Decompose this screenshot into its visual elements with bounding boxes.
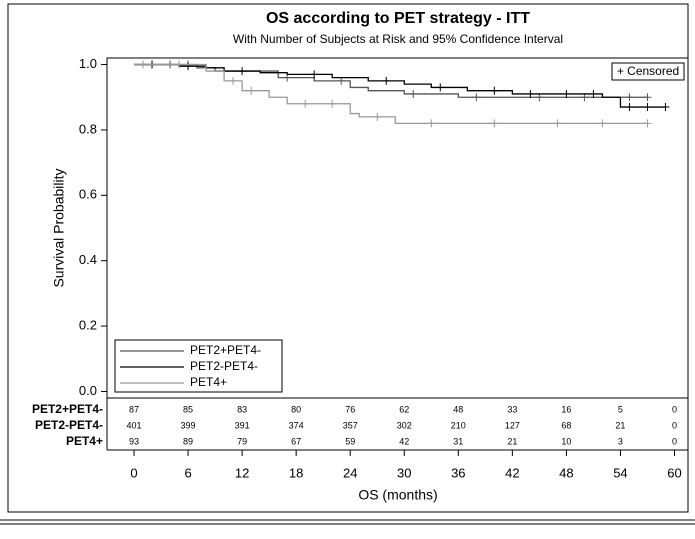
risk-count: 357 (343, 420, 358, 430)
risk-row-label: PET2+PET4- (32, 402, 103, 416)
censor-mark (490, 119, 499, 128)
risk-count: 48 (453, 404, 463, 414)
censor-mark (409, 89, 418, 98)
y-tick-label: 0.2 (79, 318, 97, 333)
censor-mark (625, 93, 634, 102)
risk-row-label: PET2-PET4- (35, 418, 103, 432)
risk-count: 0 (672, 404, 677, 414)
risk-count: 33 (507, 404, 517, 414)
y-axis-label: Survival Probability (51, 168, 67, 287)
x-tick-label: 30 (397, 465, 411, 480)
risk-count: 89 (183, 436, 193, 446)
x-tick-label: 12 (235, 465, 249, 480)
censor-mark (310, 70, 319, 79)
risk-count: 87 (129, 404, 139, 414)
risk-count: 59 (345, 436, 355, 446)
censor-mark (175, 60, 184, 69)
risk-count: 401 (127, 420, 142, 430)
censor-mark (490, 86, 499, 95)
chart-subtitle: With Number of Subjects at Risk and 95% … (233, 32, 563, 46)
censor-mark (436, 83, 445, 92)
x-tick-label: 54 (613, 465, 627, 480)
risk-count: 67 (291, 436, 301, 446)
x-tick-label: 36 (451, 465, 465, 480)
y-tick-label: 0.8 (79, 121, 97, 136)
censor-mark (598, 119, 607, 128)
censor-mark (427, 119, 436, 128)
risk-count: 127 (505, 420, 520, 430)
censor-mark (589, 89, 598, 98)
censor-mark (526, 89, 535, 98)
censor-mark (229, 76, 238, 85)
censor-mark (643, 93, 652, 102)
chart-title: OS according to PET strategy - ITT (266, 10, 530, 27)
censor-mark (184, 62, 193, 71)
censor-mark (562, 89, 571, 98)
censor-mark (472, 93, 481, 102)
censor-legend: + Censored (617, 64, 679, 78)
x-tick-label: 6 (184, 465, 191, 480)
risk-count: 210 (451, 420, 466, 430)
risk-count: 302 (397, 420, 412, 430)
x-tick-label: 0 (130, 465, 137, 480)
censor-mark (301, 99, 310, 108)
y-tick-label: 1.0 (79, 56, 97, 71)
risk-count: 391 (235, 420, 250, 430)
risk-count: 21 (507, 436, 517, 446)
risk-count: 0 (672, 420, 677, 430)
legend-label: PET4+ (190, 375, 227, 389)
censor-mark (238, 67, 247, 76)
x-tick-label: 18 (289, 465, 303, 480)
x-tick-label: 42 (505, 465, 519, 480)
risk-count: 93 (129, 436, 139, 446)
survival-curve (134, 63, 648, 125)
legend-label: PET2-PET4- (190, 359, 258, 373)
censor-mark (553, 119, 562, 128)
risk-count: 85 (183, 404, 193, 414)
risk-count: 42 (399, 436, 409, 446)
censor-mark (247, 86, 256, 95)
legend-label: PET2+PET4- (190, 343, 261, 357)
censor-mark (661, 103, 670, 112)
x-tick-label: 24 (343, 465, 357, 480)
risk-count: 16 (561, 404, 571, 414)
survival-curve (134, 63, 666, 108)
censor-mark (643, 119, 652, 128)
censor-mark (382, 76, 391, 85)
censor-mark (643, 103, 652, 112)
y-tick-label: 0.6 (79, 187, 97, 202)
risk-count: 68 (561, 420, 571, 430)
x-tick-label: 48 (559, 465, 573, 480)
risk-count: 374 (289, 420, 304, 430)
risk-count: 79 (237, 436, 247, 446)
censor-mark (328, 99, 337, 108)
censor-mark (625, 103, 634, 112)
risk-row-label: PET4+ (66, 434, 103, 448)
risk-count: 5 (618, 404, 623, 414)
risk-count: 83 (237, 404, 247, 414)
risk-count: 76 (345, 404, 355, 414)
risk-count: 0 (672, 436, 677, 446)
risk-count: 399 (181, 420, 196, 430)
x-axis-label: OS (months) (358, 487, 437, 503)
risk-count: 10 (561, 436, 571, 446)
y-tick-label: 0.4 (79, 252, 97, 267)
plot-frame (106, 57, 689, 399)
censor-legend-box (611, 62, 685, 81)
x-tick-label: 60 (667, 465, 681, 480)
censor-mark (139, 60, 148, 69)
risk-count: 21 (615, 420, 625, 430)
risk-count: 31 (453, 436, 463, 446)
y-tick-label: 0.0 (79, 383, 97, 398)
risk-count: 3 (618, 436, 623, 446)
risk-count: 80 (291, 404, 301, 414)
censor-mark (373, 112, 382, 121)
risk-count: 62 (399, 404, 409, 414)
